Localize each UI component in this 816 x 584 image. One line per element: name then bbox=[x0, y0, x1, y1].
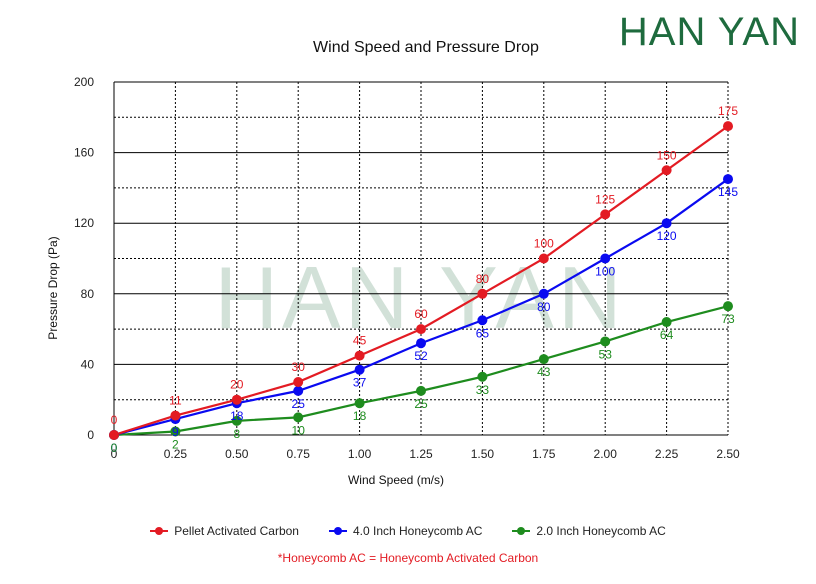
data-label: 43 bbox=[537, 365, 551, 379]
y-tick-label: 40 bbox=[81, 357, 95, 371]
data-point bbox=[661, 165, 672, 176]
data-label: 120 bbox=[657, 229, 677, 243]
data-label: 25 bbox=[292, 397, 306, 411]
x-tick-label: 2.50 bbox=[716, 447, 740, 461]
data-label: 2 bbox=[172, 437, 179, 451]
legend-label: 2.0 Inch Honeycomb AC bbox=[536, 524, 666, 538]
data-label: 0 bbox=[111, 441, 118, 455]
data-label: 8 bbox=[233, 427, 240, 441]
y-tick-label: 120 bbox=[74, 216, 94, 230]
data-label: 80 bbox=[476, 272, 490, 286]
data-point bbox=[354, 350, 365, 361]
data-point bbox=[354, 364, 365, 375]
data-label: 53 bbox=[599, 347, 613, 361]
y-axis-title: Pressure Drop (Pa) bbox=[46, 236, 60, 339]
data-label: 9 bbox=[172, 425, 179, 439]
data-point bbox=[354, 398, 365, 409]
x-tick-label: 2.25 bbox=[655, 447, 679, 461]
data-label: 73 bbox=[721, 312, 735, 326]
data-label: 60 bbox=[414, 307, 428, 321]
data-label: 0 bbox=[111, 413, 118, 427]
data-label: 10 bbox=[292, 423, 306, 437]
x-tick-label: 0.25 bbox=[164, 447, 188, 461]
chart-title: Wind Speed and Pressure Drop bbox=[313, 39, 539, 56]
data-label: 25 bbox=[414, 397, 428, 411]
data-point bbox=[416, 324, 426, 335]
data-label: 145 bbox=[718, 185, 738, 199]
legend-item: 2.0 Inch Honeycomb AC bbox=[512, 524, 666, 538]
data-label: 65 bbox=[476, 326, 490, 340]
data-point bbox=[170, 410, 181, 421]
data-point bbox=[661, 218, 672, 229]
data-point bbox=[231, 415, 242, 426]
x-tick-label: 1.25 bbox=[409, 447, 433, 461]
data-label: 150 bbox=[657, 148, 677, 162]
data-label: 0 bbox=[111, 441, 118, 455]
data-point bbox=[477, 371, 488, 382]
data-label: 11 bbox=[169, 394, 182, 408]
legend-item: 4.0 Inch Honeycomb AC bbox=[328, 524, 483, 538]
data-point bbox=[416, 385, 426, 396]
legend-item: Pellet Activated Carbon bbox=[150, 524, 299, 538]
data-point bbox=[231, 394, 242, 405]
data-label: 175 bbox=[718, 104, 738, 118]
y-tick-label: 0 bbox=[87, 428, 94, 442]
data-label: 100 bbox=[595, 265, 615, 279]
data-point bbox=[538, 253, 549, 264]
y-tick-label: 80 bbox=[81, 287, 95, 301]
data-point bbox=[600, 336, 611, 347]
data-point bbox=[723, 174, 733, 185]
x-tick-label: 1.00 bbox=[348, 447, 372, 461]
data-label: 125 bbox=[595, 192, 615, 206]
data-point bbox=[477, 288, 488, 299]
data-point bbox=[600, 209, 611, 220]
legend-label: 4.0 Inch Honeycomb AC bbox=[352, 524, 483, 538]
data-label: 37 bbox=[353, 376, 367, 390]
data-label: 33 bbox=[476, 383, 490, 397]
data-point bbox=[538, 354, 549, 365]
brand-logo: HAN YAN bbox=[618, 10, 800, 54]
data-label: 18 bbox=[230, 409, 244, 423]
y-tick-label: 200 bbox=[74, 75, 94, 89]
legend-swatch bbox=[328, 525, 347, 537]
footnote: *Honeycomb AC = Honeycomb Activated Carb… bbox=[277, 551, 539, 565]
data-point bbox=[600, 253, 611, 264]
data-label: 64 bbox=[660, 328, 674, 342]
x-tick-label: 1.75 bbox=[532, 447, 556, 461]
data-point bbox=[293, 385, 304, 396]
y-tick-label: 160 bbox=[74, 146, 94, 160]
data-label: 20 bbox=[230, 378, 244, 392]
data-point bbox=[293, 377, 304, 388]
x-axis-title: Wind Speed (m/s) bbox=[348, 473, 444, 487]
chart-legend: Pellet Activated Carbon 4.0 Inch Honeycom… bbox=[0, 524, 816, 538]
legend-swatch bbox=[512, 525, 531, 537]
x-tick-label: 0.75 bbox=[287, 447, 311, 461]
legend-label: Pellet Activated Carbon bbox=[174, 524, 299, 538]
x-tick-label: 1.50 bbox=[471, 447, 495, 461]
data-point bbox=[661, 317, 672, 328]
data-point bbox=[723, 121, 733, 132]
data-point bbox=[477, 315, 488, 326]
data-point bbox=[170, 426, 181, 437]
data-label: 30 bbox=[292, 360, 306, 374]
data-label: 45 bbox=[353, 334, 367, 348]
data-point bbox=[293, 412, 304, 423]
x-tick-label: 0 bbox=[111, 447, 118, 461]
x-tick-label: 2.00 bbox=[594, 447, 618, 461]
data-label: 100 bbox=[534, 237, 554, 251]
data-point bbox=[723, 301, 733, 312]
data-point bbox=[416, 338, 426, 349]
data-label: 52 bbox=[414, 349, 428, 363]
data-label: 80 bbox=[537, 300, 551, 314]
data-point bbox=[538, 288, 549, 299]
x-tick-label: 0.50 bbox=[225, 447, 249, 461]
data-label: 18 bbox=[353, 409, 367, 423]
data-point bbox=[109, 430, 119, 440]
legend-swatch bbox=[150, 525, 169, 537]
